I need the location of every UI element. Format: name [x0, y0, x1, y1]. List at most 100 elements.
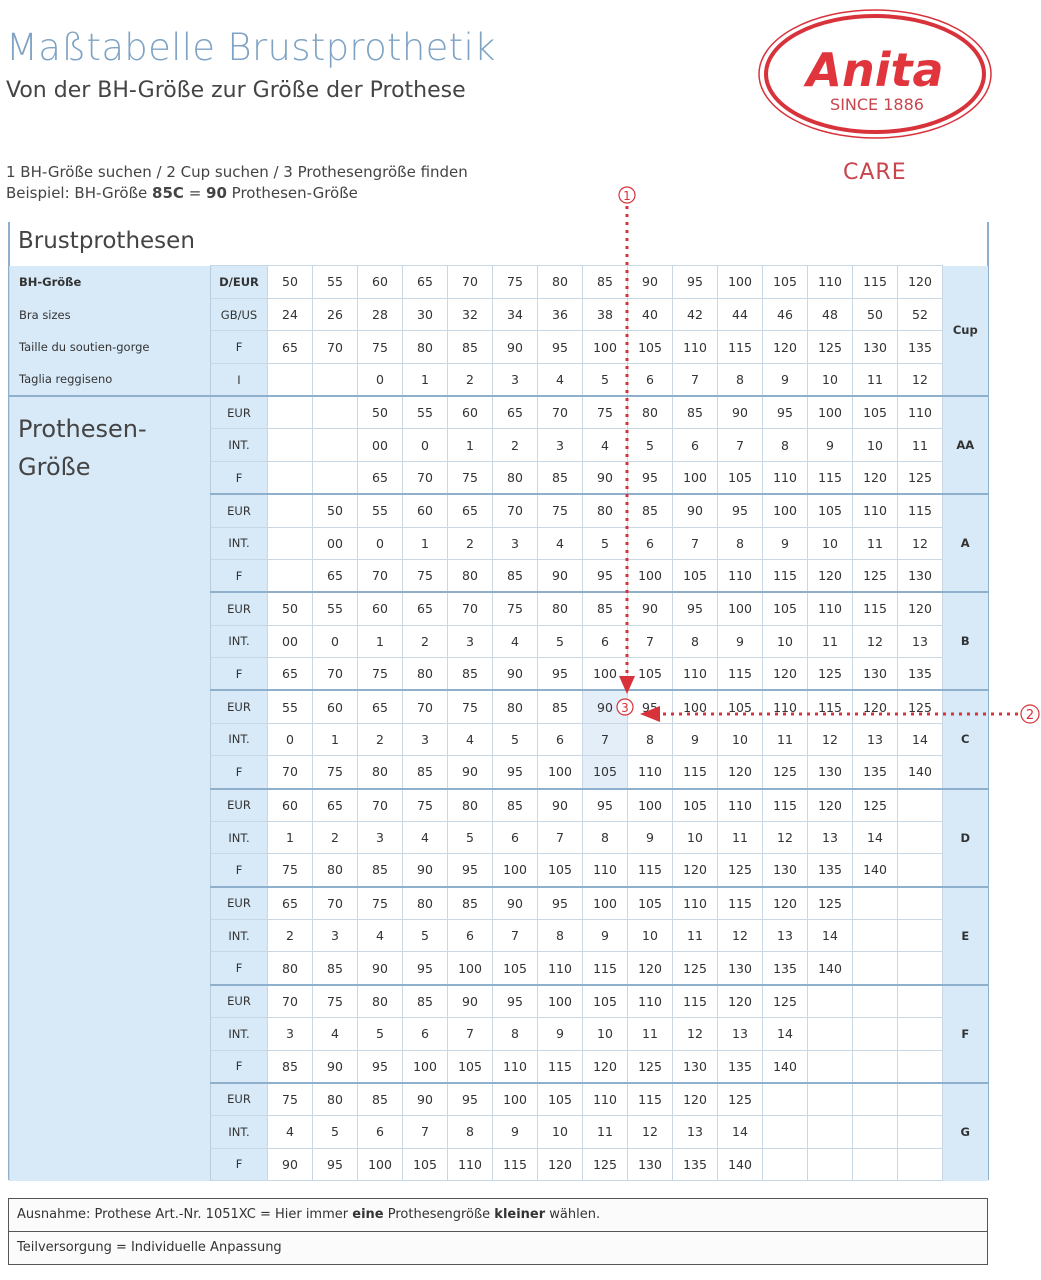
- size-cell: 100: [492, 1081, 538, 1116]
- size-cell: 80: [537, 591, 583, 626]
- prosthesis-row: INT. 00 0 1 2 3 4 5 6 7 8 9 10 11 12 13: [10, 624, 988, 659]
- size-cell: 75: [492, 265, 538, 299]
- size-cell: 75: [357, 657, 403, 691]
- prosthesis-row: F 90 95 100 105 110 115 120 125 130 135 140: [10, 1147, 988, 1182]
- size-cell: 120: [582, 1049, 628, 1084]
- size-cell: 135: [672, 1147, 718, 1182]
- size-cell: 130: [852, 657, 898, 691]
- size-cell: 55: [402, 395, 448, 430]
- row-unit: F: [210, 461, 268, 495]
- size-cell: 85: [357, 853, 403, 888]
- size-cell: 90: [267, 1147, 313, 1182]
- size-cell: 115: [717, 330, 763, 365]
- size-cell: 75: [447, 461, 493, 495]
- size-cell: 110: [807, 265, 853, 299]
- size-cell: 52: [897, 297, 943, 332]
- size-cell: 5: [402, 918, 448, 953]
- example-result: 90: [206, 184, 227, 202]
- size-cell: 110: [447, 1147, 493, 1182]
- size-cell: 4: [492, 624, 538, 659]
- size-cell: 7: [582, 722, 628, 757]
- size-cell: 100: [717, 591, 763, 626]
- size-cell: 65: [267, 885, 313, 920]
- size-cell: 9: [582, 918, 628, 953]
- size-cell: 13: [897, 624, 943, 659]
- size-cell: 70: [447, 591, 493, 626]
- svg-text:1: 1: [623, 189, 631, 203]
- size-cell: 100: [402, 1049, 448, 1084]
- size-cell: 24: [267, 297, 313, 332]
- example-eq: =: [183, 184, 207, 202]
- prosthesis-row: EUR 70 75 80 85 90 95 100 105 110 115 120 125 F: [10, 983, 988, 1083]
- size-cell: 0: [402, 428, 448, 463]
- size-cell: 10: [807, 363, 853, 397]
- size-cell: 110: [627, 755, 673, 789]
- row-unit: F: [210, 951, 268, 986]
- size-cell: 110: [492, 1049, 538, 1084]
- prosthesis-row: EUR 60 65 70 75 80 85 90 95 100 105 110 115 120 125 D: [10, 787, 988, 887]
- size-cell: 140: [807, 951, 853, 986]
- size-cell: [312, 461, 358, 495]
- size-cell: 115: [762, 787, 808, 822]
- cup-label: C: [942, 689, 988, 789]
- size-cell: 115: [807, 461, 853, 495]
- size-cell: 7: [672, 363, 718, 397]
- size-cell: 130: [627, 1147, 673, 1182]
- size-cell: 2: [492, 428, 538, 463]
- note-text: Prothesengröße: [383, 1207, 495, 1222]
- size-cell: 4: [402, 820, 448, 855]
- size-cell: 95: [762, 395, 808, 430]
- size-cell: 70: [537, 395, 583, 430]
- size-cell: 100: [627, 559, 673, 593]
- size-cell: 75: [447, 689, 493, 724]
- size-cell: 95: [672, 591, 718, 626]
- size-cell: 90: [447, 755, 493, 789]
- size-cell: 110: [582, 1081, 628, 1116]
- size-cell: 120: [717, 755, 763, 789]
- size-cell: 11: [852, 363, 898, 397]
- svg-text:Anita: Anita: [803, 43, 943, 97]
- size-cell: 7: [672, 526, 718, 561]
- left-arrowhead: [640, 706, 660, 722]
- exception-note: Ausnahme: Prothese Art.-Nr. 1051XC = Hie…: [8, 1198, 988, 1232]
- example-size: 85C: [152, 184, 184, 202]
- size-cell: 6: [582, 624, 628, 659]
- size-cell: 80: [267, 951, 313, 986]
- size-cell: 0: [357, 526, 403, 561]
- size-cell: 12: [897, 526, 943, 561]
- size-cell: 60: [447, 395, 493, 430]
- size-cell: 105: [717, 461, 763, 495]
- note-text: Ausnahme: Prothese Art.-Nr. 1051XC = Hie…: [17, 1207, 353, 1222]
- size-cell: 50: [852, 297, 898, 332]
- size-cell: 95: [537, 657, 583, 691]
- size-cell: 2: [357, 722, 403, 757]
- size-cell: [897, 1114, 943, 1149]
- size-cell: 110: [627, 983, 673, 1018]
- cup-label: G: [942, 1081, 988, 1181]
- size-cell: 95: [672, 265, 718, 299]
- prosthesis-label-cell: [9, 395, 211, 1181]
- size-cell: 65: [312, 787, 358, 822]
- size-cell: 125: [582, 1147, 628, 1182]
- size-cell: 115: [537, 1049, 583, 1084]
- down-arrowhead: [619, 676, 635, 694]
- size-cell: 2: [447, 363, 493, 397]
- size-cell: 75: [492, 591, 538, 626]
- size-cell: [897, 885, 943, 920]
- svg-text:3: 3: [621, 701, 629, 715]
- size-cell: 130: [852, 330, 898, 365]
- size-cell: 80: [312, 853, 358, 888]
- size-cell: 105: [402, 1147, 448, 1182]
- size-cell: 100: [357, 1147, 403, 1182]
- size-cell: 100: [537, 983, 583, 1018]
- step3-marker: [616, 698, 634, 716]
- size-cell: 110: [672, 885, 718, 920]
- size-cell: 1: [402, 526, 448, 561]
- size-cell: 100: [672, 461, 718, 495]
- size-cell: 11: [672, 918, 718, 953]
- size-cell: 5: [312, 1114, 358, 1149]
- size-cell: 80: [447, 787, 493, 822]
- row-label: Bra sizes: [9, 298, 211, 331]
- size-cell: 105: [582, 983, 628, 1018]
- size-cell: 10: [672, 820, 718, 855]
